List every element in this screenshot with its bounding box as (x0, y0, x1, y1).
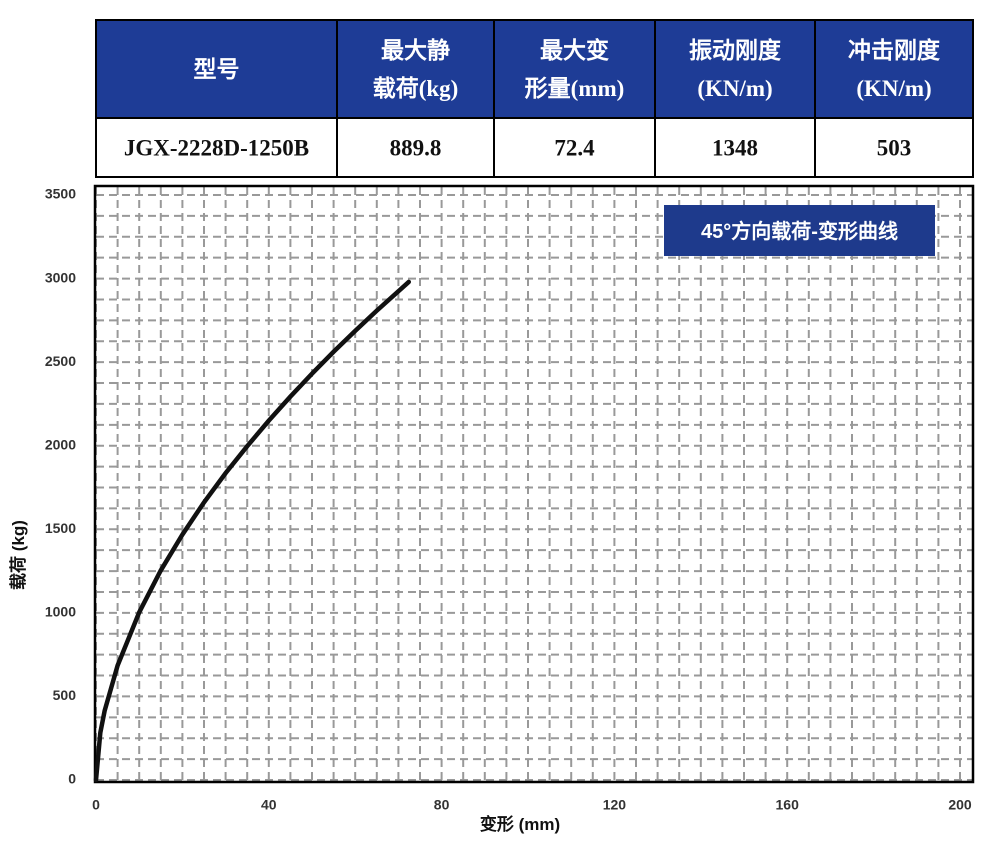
header-cell: 最大变 (540, 37, 609, 63)
plot-frame (93, 184, 975, 784)
header-cell: 最大静 (381, 37, 450, 63)
x-tick-label: 200 (948, 797, 972, 813)
header-cell: (KN/m) (697, 76, 772, 101)
y-axis-label: 载荷 (kg) (8, 520, 28, 590)
y-tick-label: 500 (53, 687, 77, 703)
title-box (664, 205, 935, 256)
y-tick-label: 1500 (45, 520, 76, 536)
x-tick-label: 160 (776, 797, 800, 813)
x-tick-label: 0 (92, 797, 100, 813)
table-cell: 889.8 (390, 136, 442, 161)
table-cell: 503 (877, 136, 912, 161)
header-cell: 形量(mm) (525, 76, 625, 101)
chart-title: 45°方向载荷-变形曲线 (701, 219, 898, 243)
table-cell: 1348 (712, 136, 758, 161)
y-tick-label: 2000 (45, 436, 76, 452)
y-tick-label: 2500 (45, 353, 76, 369)
header-cell: 载荷(kg) (373, 76, 459, 101)
y-tick-label: 0 (68, 771, 76, 787)
header-cell: (KN/m) (856, 76, 931, 101)
x-axis-label: 变形 (mm) (480, 814, 560, 834)
table-cell: JGX-2228D-1250B (124, 136, 309, 161)
header-bg (96, 20, 973, 118)
header-cell: 型号 (194, 57, 240, 82)
y-tick-label: 3000 (45, 269, 76, 285)
table-cell: 72.4 (554, 136, 595, 161)
x-tick-label: 80 (434, 797, 450, 813)
y-tick-label: 1000 (45, 604, 76, 620)
table-border (95, 19, 974, 178)
header-cell: 振动刚度 (689, 37, 782, 63)
x-tick-label: 40 (261, 797, 277, 813)
header-cell: 冲击刚度 (848, 37, 941, 63)
x-tick-label: 120 (603, 797, 627, 813)
data-line (93, 279, 412, 783)
y-tick-label: 3500 (45, 186, 76, 202)
chart: 0 40 80 120 160 20005001000150020002500300035… (8, 184, 975, 834)
